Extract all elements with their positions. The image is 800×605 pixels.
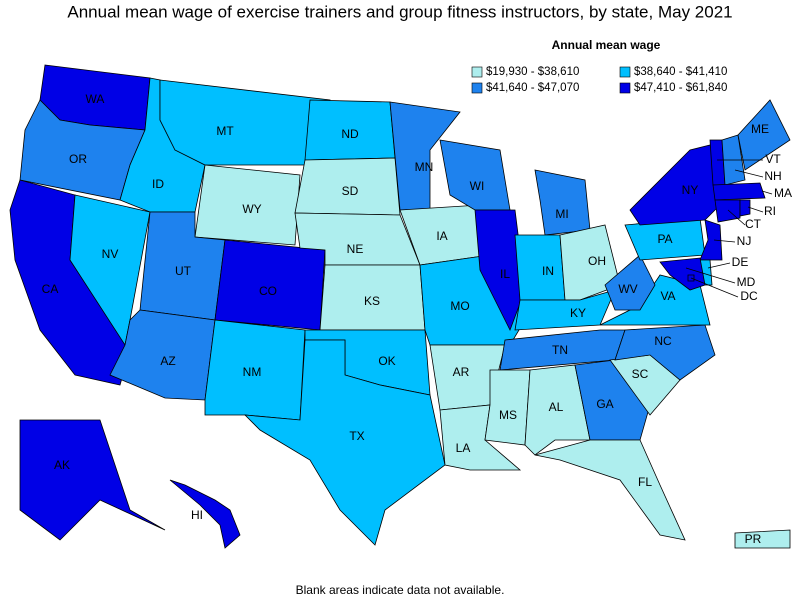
legend-swatch bbox=[471, 66, 483, 78]
state-shape bbox=[659, 257, 706, 291]
state-label: DE bbox=[732, 255, 749, 269]
state-label: VT bbox=[765, 152, 781, 166]
state-label: MA bbox=[774, 186, 792, 200]
state-label: WY bbox=[242, 202, 261, 216]
legend-label: $19,930 - $38,610 bbox=[486, 66, 579, 78]
state-shape bbox=[712, 182, 766, 201]
state-label: OR bbox=[69, 152, 87, 166]
state-label: NE bbox=[347, 242, 364, 256]
state-shape bbox=[604, 254, 656, 311]
legend: $19,930 - $38,610 $38,640 - $41,410 $41,64… bbox=[471, 66, 727, 94]
legend-label: $47,410 - $61,840 bbox=[634, 82, 727, 94]
state-label: OK bbox=[378, 354, 395, 368]
state-label: CT bbox=[745, 217, 762, 231]
state-label: CA bbox=[42, 282, 59, 296]
footnote: Blank areas indicate data not available. bbox=[296, 583, 505, 597]
legend-swatch bbox=[619, 66, 631, 78]
state-label: NC bbox=[654, 334, 672, 348]
state-label: ND bbox=[341, 127, 359, 141]
state-label: WV bbox=[618, 282, 637, 296]
states: WA OR CA NV ID MT WY UT CO AZ NM ND SD NE KS OK TX MN IA MO… bbox=[9, 64, 792, 549]
state-label: RI bbox=[764, 204, 776, 218]
state-label: SD bbox=[342, 184, 359, 198]
state-shape bbox=[734, 529, 791, 549]
state-shape bbox=[699, 219, 723, 261]
state-label: SC bbox=[632, 367, 649, 381]
state-shape bbox=[243, 339, 446, 546]
state-shape bbox=[737, 99, 791, 171]
state-label: HI bbox=[191, 508, 203, 522]
state-label: AK bbox=[54, 458, 70, 472]
state-label: IA bbox=[436, 229, 447, 243]
state-label: NH bbox=[764, 169, 781, 183]
state-label: PR bbox=[745, 532, 762, 546]
state-label: VA bbox=[660, 289, 675, 303]
leader-line bbox=[727, 209, 746, 226]
state-label: PA bbox=[657, 232, 672, 246]
state-label: CO bbox=[259, 284, 277, 298]
state-label: TN bbox=[552, 343, 568, 357]
state-label: WA bbox=[86, 92, 105, 106]
state-shape bbox=[534, 439, 686, 541]
state-shape bbox=[19, 419, 166, 541]
leader-line bbox=[734, 169, 764, 178]
state-label: KS bbox=[364, 294, 380, 308]
state-label: NV bbox=[102, 247, 119, 261]
state-shape bbox=[514, 234, 566, 301]
legend-label: $41,640 - $47,070 bbox=[486, 82, 579, 94]
leader-line bbox=[707, 262, 731, 269]
legend-swatch bbox=[471, 82, 483, 94]
state-label: LA bbox=[456, 441, 471, 455]
state-label: GA bbox=[596, 397, 613, 411]
state-shape bbox=[534, 169, 591, 236]
state-label: FL bbox=[638, 475, 652, 489]
state-label: IN bbox=[542, 264, 554, 278]
state-shape bbox=[169, 479, 241, 549]
leader-line bbox=[761, 190, 773, 195]
state-shape bbox=[389, 101, 461, 211]
state-label: MT bbox=[216, 124, 234, 138]
legend-title: Annual mean wage bbox=[552, 38, 661, 52]
state-label: MD bbox=[737, 275, 756, 289]
state-label: ME bbox=[751, 122, 769, 136]
state-label: TX bbox=[349, 429, 364, 443]
leader-line bbox=[747, 206, 764, 213]
state-label: DC bbox=[740, 289, 758, 303]
state-label: NJ bbox=[737, 234, 752, 248]
state-label: MS bbox=[499, 408, 517, 422]
state-label: ID bbox=[152, 177, 164, 191]
leader-line bbox=[713, 239, 736, 243]
legend-swatch bbox=[619, 82, 631, 94]
state-label: KY bbox=[570, 306, 586, 320]
state-shape bbox=[714, 199, 741, 223]
state-label: OH bbox=[588, 254, 606, 268]
state-label: AZ bbox=[160, 354, 175, 368]
state-shape bbox=[474, 209, 526, 331]
state-label: WI bbox=[470, 179, 485, 193]
state-label: NM bbox=[243, 365, 262, 379]
leader-line bbox=[690, 277, 739, 298]
state-shape bbox=[159, 79, 331, 166]
state-shape bbox=[614, 324, 716, 381]
state-label: AL bbox=[549, 400, 564, 414]
state-shape bbox=[514, 289, 616, 331]
state-shape bbox=[559, 224, 621, 301]
state-shape bbox=[484, 369, 531, 446]
state-label: AR bbox=[453, 365, 470, 379]
state-label: NY bbox=[682, 183, 699, 197]
state-label: MN bbox=[415, 160, 434, 174]
state-label: UT bbox=[175, 264, 192, 278]
leader-line bbox=[685, 267, 736, 284]
state-label: IL bbox=[500, 267, 510, 281]
state-shape bbox=[574, 359, 651, 441]
state-label: MI bbox=[555, 207, 568, 221]
state-label: MO bbox=[450, 299, 469, 313]
state-shape bbox=[439, 139, 511, 211]
state-shape bbox=[194, 164, 301, 246]
state-shape bbox=[739, 199, 751, 217]
legend-label: $38,640 - $41,410 bbox=[634, 66, 727, 78]
map-title: Annual mean wage of exercise trainers an… bbox=[67, 2, 732, 21]
